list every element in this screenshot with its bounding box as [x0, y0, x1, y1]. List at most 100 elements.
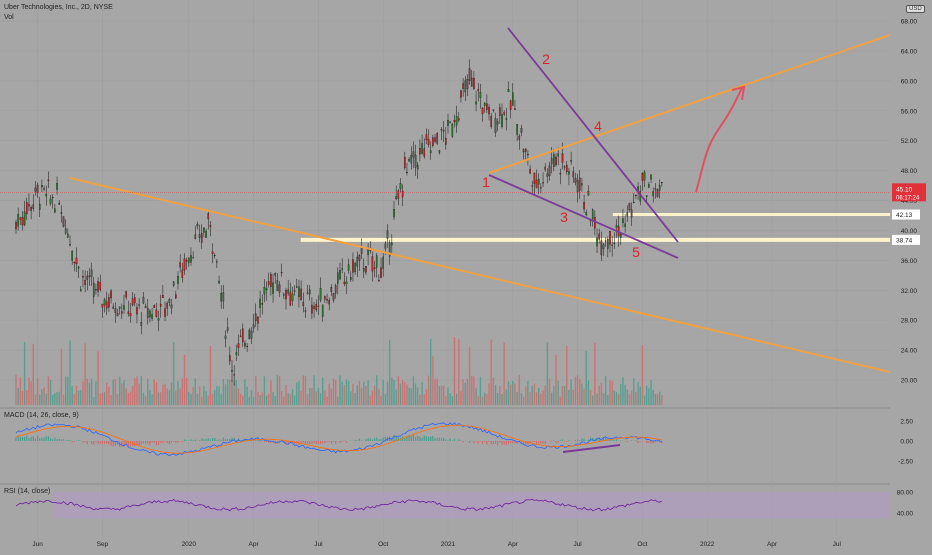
candle-body-244 — [542, 182, 543, 183]
candle-body-125 — [285, 290, 286, 299]
macd-hist-133 — [303, 441, 304, 442]
macd-hist-0 — [15, 437, 16, 441]
macd-hist-70 — [167, 441, 168, 443]
candle-body-236 — [525, 149, 526, 152]
candle-body-187 — [419, 148, 420, 154]
macd-hist-85 — [199, 440, 200, 441]
macd-hist-141 — [320, 441, 321, 444]
time-label-3: Apr — [249, 541, 260, 548]
volume-bar-140 — [318, 388, 319, 405]
candle-body-170 — [383, 257, 384, 269]
volume-bar-282 — [624, 385, 625, 405]
volume-bar-126 — [287, 393, 288, 405]
candle-body-5 — [26, 202, 27, 213]
price-tick-32: 32.00 — [901, 288, 918, 295]
candle-body-104 — [240, 336, 241, 337]
volume-bar-219 — [488, 383, 489, 405]
macd-hist-191 — [428, 437, 429, 441]
candle-body-262 — [581, 184, 582, 186]
volume-bar-288 — [637, 382, 638, 405]
macd-hist-87 — [203, 439, 204, 441]
countdown-text: 06:17:24 — [896, 195, 920, 201]
currency-badge[interactable]: USD — [906, 5, 925, 13]
candle-body-150 — [339, 270, 340, 279]
candle-body-202 — [452, 124, 453, 136]
macd-hist-260 — [577, 440, 578, 441]
volume-bar-12 — [41, 389, 42, 405]
candle-body-130 — [296, 287, 297, 288]
macd-hist-166 — [374, 438, 375, 441]
candle-body-128 — [292, 294, 293, 301]
macd-hist-249 — [553, 440, 554, 441]
macd-tick-0: 2.50 — [900, 419, 913, 426]
volume-bar-181 — [406, 385, 407, 405]
volume-bar-24 — [67, 377, 68, 405]
candle-body-132 — [300, 289, 301, 300]
macd-hist-255 — [566, 441, 567, 442]
macd-hist-146 — [331, 441, 332, 444]
volume-bar-172 — [387, 382, 388, 405]
volume-bar-150 — [339, 375, 340, 405]
resistance-text: 42.13 — [896, 212, 913, 219]
time-label-1: Sep — [97, 541, 109, 548]
candle-body-112 — [257, 317, 258, 323]
volume-bar-149 — [337, 397, 338, 405]
candle-body-118 — [270, 274, 271, 286]
volume-bar-174 — [391, 378, 392, 405]
candle-body-222 — [495, 118, 496, 132]
volume-bar-263 — [583, 389, 584, 405]
macd-hist-285 — [631, 440, 632, 441]
volume-bar-194 — [434, 379, 435, 405]
candle-body-165 — [372, 257, 373, 272]
candle-body-245 — [545, 167, 546, 170]
macd-hist-39 — [100, 441, 101, 444]
candle-body-99 — [229, 356, 230, 362]
volume-bar-240 — [534, 384, 535, 405]
macd-hist-136 — [309, 441, 310, 444]
candle-body-4 — [24, 212, 25, 225]
candle-body-107 — [246, 346, 247, 347]
macd-hist-245 — [545, 441, 546, 444]
volume-bar-123 — [281, 391, 282, 405]
volume-bar-277 — [614, 391, 615, 405]
candle-body-269 — [596, 238, 597, 246]
volume-bar-90 — [210, 346, 211, 405]
macd-hist-244 — [542, 441, 543, 444]
volume-bar-151 — [341, 382, 342, 405]
macd-hist-43 — [108, 441, 109, 444]
volume-bar-37 — [95, 381, 96, 405]
volume-bar-52 — [128, 393, 129, 405]
volume-bar-16 — [50, 380, 51, 405]
volume-bar-104 — [240, 394, 241, 405]
candle-body-16 — [50, 199, 51, 203]
candle-body-283 — [627, 213, 628, 216]
wave-label-3: 3 — [560, 209, 568, 225]
volume-bar-197 — [441, 386, 442, 405]
macd-hist-72 — [171, 441, 172, 443]
candle-body-177 — [398, 191, 399, 199]
macd-hist-280 — [620, 440, 621, 441]
macd-hist-74 — [175, 441, 176, 443]
volume-bar-21 — [61, 349, 62, 405]
volume-bar-239 — [532, 386, 533, 405]
volume-bar-133 — [303, 375, 304, 405]
volume-bar-95 — [221, 394, 222, 405]
macd-hist-65 — [156, 441, 157, 445]
macd-hist-230 — [512, 441, 513, 443]
macd-hist-190 — [426, 436, 427, 441]
volume-bar-70 — [167, 388, 168, 405]
candle-body-50 — [123, 306, 124, 310]
volume-bar-153 — [346, 379, 347, 405]
candle-body-29 — [78, 267, 79, 268]
volume-bar-275 — [609, 380, 610, 405]
macd-hist-184 — [413, 435, 414, 441]
macd-hist-189 — [424, 436, 425, 441]
candle-body-270 — [599, 234, 600, 240]
volume-bar-276 — [611, 381, 612, 405]
candle-body-175 — [393, 209, 394, 217]
macd-hist-53 — [130, 441, 131, 446]
macd-hist-24 — [67, 440, 68, 441]
volume-bar-64 — [154, 379, 155, 405]
